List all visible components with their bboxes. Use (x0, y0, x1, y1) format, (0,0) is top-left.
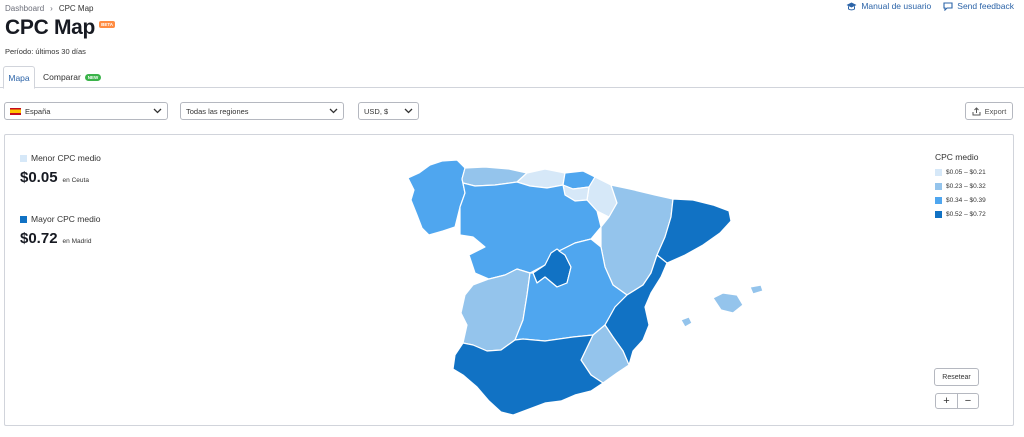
chevron-down-icon (153, 108, 162, 114)
manual-link-label: Manual de usuario (861, 1, 932, 11)
title-row: CPC Map BETA (5, 16, 115, 40)
min-swatch (20, 154, 27, 162)
period-text: Período: últimos 30 días (5, 47, 86, 56)
map-card: Menor CPC medio $0.05 en Ceuta Mayor CPC… (4, 134, 1014, 426)
max-cpc-label: Mayor CPC medio (31, 214, 101, 224)
breadcrumb: Dashboard › CPC Map (5, 4, 94, 13)
max-cpc-stat: Mayor CPC medio $0.72 en Madrid (20, 214, 100, 247)
legend-swatch (935, 211, 942, 218)
min-cpc-stat: Menor CPC medio $0.05 en Ceuta (20, 153, 101, 186)
legend-swatch (935, 169, 942, 176)
country-value: España (25, 106, 51, 116)
legend-item: $0.52 – $0.72 (935, 211, 986, 218)
legend-item-label: $0.52 – $0.72 (946, 211, 986, 218)
legend-item-label: $0.23 – $0.32 (946, 183, 986, 190)
chevron-down-icon (404, 108, 413, 114)
currency-select[interactable]: USD, $ (358, 102, 419, 120)
tab-bar: Mapa Comparar NEW (0, 66, 1024, 89)
max-cpc-value: $0.72 (20, 230, 58, 247)
breadcrumb-separator: › (50, 4, 53, 13)
region-galicia[interactable] (407, 159, 466, 236)
min-cpc-place: en Ceuta (62, 177, 89, 184)
legend-item: $0.23 – $0.32 (935, 183, 986, 190)
region-select[interactable]: Todas las regiones (180, 102, 344, 120)
feedback-link-label: Send feedback (957, 1, 1014, 11)
zoom-out-button[interactable]: − (957, 394, 978, 408)
map-legend: CPC medio $0.05 – $0.21 $0.23 – $0.32 $0… (935, 152, 986, 225)
region-baleares[interactable] (712, 292, 744, 314)
legend-item-label: $0.05 – $0.21 (946, 169, 986, 176)
region-value: Todas las regiones (186, 106, 249, 116)
currency-value: USD, $ (364, 106, 389, 116)
new-badge: NEW (84, 73, 102, 81)
legend-item: $0.05 – $0.21 (935, 169, 986, 176)
legend-item: $0.34 – $0.39 (935, 197, 986, 204)
breadcrumb-root[interactable]: Dashboard (5, 4, 45, 13)
max-cpc-place: en Madrid (62, 238, 92, 245)
spain-cpc-map[interactable] (405, 155, 765, 420)
chat-icon (943, 1, 953, 11)
legend-item-label: $0.34 – $0.39 (946, 197, 986, 204)
export-icon (972, 106, 981, 115)
breadcrumb-current: CPC Map (58, 4, 94, 13)
region-ibiza[interactable] (680, 316, 693, 328)
graduation-cap-icon (846, 2, 857, 10)
tab-compare[interactable]: Comparar NEW (43, 66, 102, 88)
reset-button[interactable]: Resetear (934, 368, 979, 386)
min-cpc-label: Menor CPC medio (31, 153, 101, 163)
chevron-down-icon (329, 108, 338, 114)
top-links: Manual de usuario Send feedback (846, 1, 1014, 11)
region-valencia[interactable] (604, 254, 668, 366)
tab-compare-label: Comparar (43, 72, 81, 82)
feedback-link[interactable]: Send feedback (943, 1, 1014, 11)
export-label: Export (984, 106, 1007, 116)
legend-swatch (935, 183, 942, 190)
manual-link[interactable]: Manual de usuario (846, 1, 931, 11)
max-swatch (20, 215, 27, 223)
region-andalucia[interactable] (452, 334, 604, 416)
min-cpc-value: $0.05 (20, 169, 58, 186)
page-title: CPC Map (5, 16, 96, 39)
export-button[interactable]: Export (965, 102, 1013, 120)
region-menorca[interactable] (749, 284, 764, 295)
spain-flag-icon (10, 107, 21, 115)
zoom-in-button[interactable]: + (943, 395, 950, 407)
legend-title: CPC medio (935, 152, 979, 162)
tab-map-label: Mapa (8, 72, 30, 83)
beta-badge: BETA (99, 20, 115, 28)
country-select[interactable]: España (4, 102, 168, 120)
region-catalunya[interactable] (656, 198, 732, 264)
tab-map[interactable]: Mapa (3, 66, 35, 89)
legend-swatch (935, 197, 942, 204)
zoom-controls: + − (935, 393, 979, 409)
